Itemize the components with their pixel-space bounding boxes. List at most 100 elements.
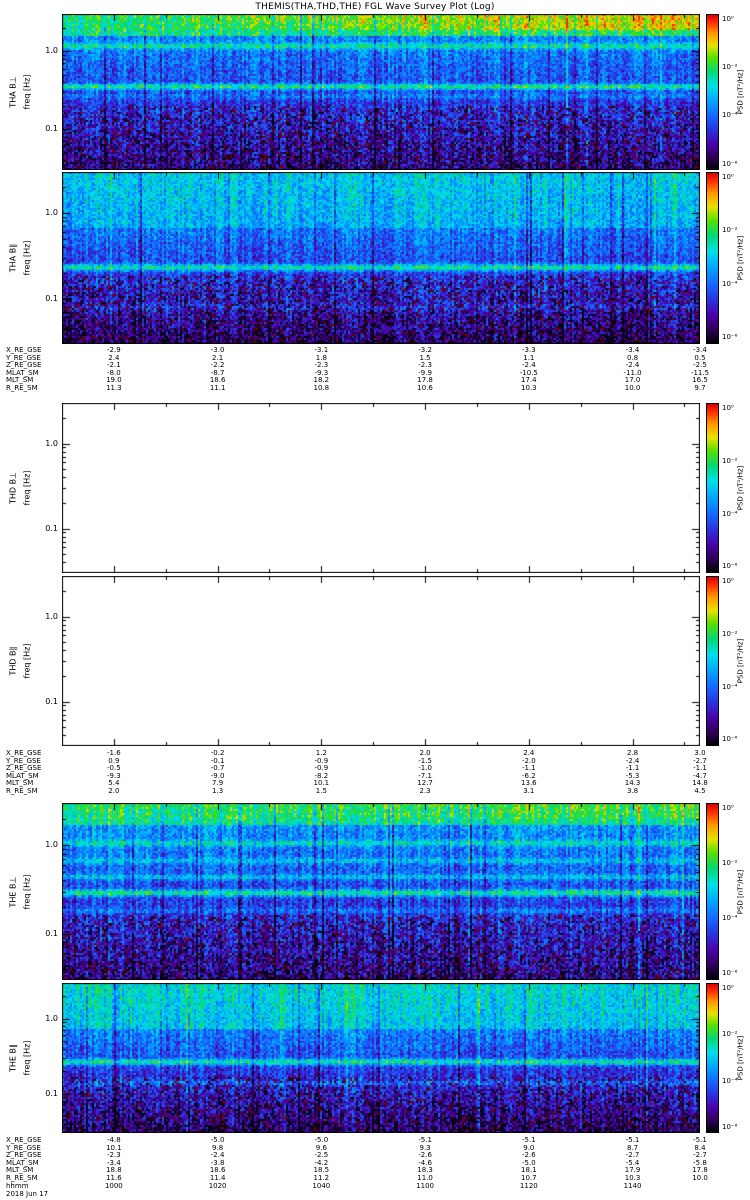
- eph-value: -9.3: [107, 771, 121, 780]
- freq-tick-label: 1.0: [45, 1013, 58, 1023]
- eph-value: 14.8: [692, 779, 708, 787]
- eph-value: 10.0: [624, 383, 641, 392]
- eph-row-label: Z_RE_GSE: [6, 361, 42, 369]
- eph-value: 2.0: [419, 749, 431, 757]
- colorbar-tick-label: 10⁻⁴: [722, 509, 738, 518]
- eph-value: 2.4: [108, 353, 120, 362]
- colorbar-tick-label: 10⁻⁶: [722, 562, 738, 571]
- eph-value: 17.8: [692, 1166, 708, 1174]
- colorbar-tick-label: 10⁻⁴: [722, 914, 738, 923]
- eph-value: 18.5: [313, 1166, 330, 1174]
- eph-value: 10.1: [313, 779, 330, 787]
- eph-value: 16.5: [692, 376, 708, 384]
- eph-row-label: Z_RE_GSE: [6, 1151, 42, 1159]
- eph-value: -5.0: [521, 1158, 536, 1167]
- eph-value: -11.5: [690, 368, 710, 377]
- eph-value: 5.4: [108, 779, 120, 787]
- eph-value: 1.5: [315, 786, 327, 795]
- eph-value: 9.6: [315, 1143, 327, 1152]
- eph-value: -5.1: [693, 1136, 707, 1144]
- eph-value: -1.6: [107, 749, 121, 757]
- psd-axis-label: PSD [nT²/Hz]: [736, 69, 745, 115]
- eph-value: -6.2: [521, 771, 536, 780]
- eph-value: 10.7: [521, 1173, 537, 1182]
- freq-tick-label: 0.1: [45, 124, 58, 134]
- colorbar-tick-label: 10⁻⁶: [722, 735, 738, 744]
- colorbar-tick-label: 10⁻²: [722, 63, 738, 72]
- eph-value: -2.9: [107, 346, 121, 354]
- colorbar-tick-label: 10⁻⁴: [722, 111, 738, 120]
- eph-value: -2.0: [521, 756, 536, 765]
- eph-value: 10.0: [692, 1173, 708, 1182]
- freq-tick-label: 0.1: [45, 1088, 58, 1098]
- colorbar-tick-label: 10⁻⁶: [722, 1123, 738, 1131]
- eph-row-label: Y_RE_GSE: [6, 1143, 41, 1152]
- eph-value: 2.0: [108, 786, 120, 795]
- eph-row-label: MLT_SM: [6, 1166, 34, 1174]
- colorbar-tick-label: 10⁻²: [722, 859, 738, 868]
- freq-axis-label-thd-bperp: freq [Hz]: [22, 470, 32, 506]
- eph-value: 0.5: [694, 353, 706, 362]
- eph-value: 11.1: [209, 383, 226, 392]
- eph-row-label: MLT_SM: [6, 376, 34, 384]
- eph-value: 17.4: [521, 376, 537, 384]
- date-label: 2018 Jun 17: [6, 1190, 49, 1198]
- spectrogram-tha-bperp: [62, 14, 700, 170]
- eph-row-label: X_RE_GSE: [6, 1136, 42, 1144]
- panel-label-tha-bperp: THA B⊥: [8, 76, 18, 108]
- colorbar-tick-label: 10⁻²: [722, 629, 738, 638]
- psd-axis-label: PSD [nT²/Hz]: [736, 235, 745, 281]
- eph-value: 18.2: [313, 376, 330, 384]
- colorbar-thd-bpar: [706, 576, 719, 746]
- eph-value: -9.9: [418, 368, 432, 377]
- freq-tick-label: 1.0: [45, 208, 58, 218]
- spectrogram-the-bperp: [62, 803, 700, 980]
- eph-value: 2.3: [419, 786, 431, 795]
- colorbar-tick-label: 10⁰: [722, 14, 734, 23]
- freq-tick-label: 1.0: [45, 611, 58, 621]
- eph-value: -0.9: [314, 756, 329, 765]
- panel-label-tha-bpar: THA B∥: [8, 243, 18, 273]
- eph-value: -1.0: [418, 764, 432, 772]
- eph-value: -4.8: [107, 1136, 121, 1144]
- eph-value: -1.1: [693, 764, 707, 772]
- eph-value: -2.4: [625, 756, 640, 765]
- eph-value: -2.5: [693, 361, 707, 369]
- spectrogram-tha-bpar: [62, 172, 700, 344]
- colorbar-thd-bperp: [706, 403, 719, 573]
- colorbar-tick-label: 10⁻⁴: [722, 279, 738, 288]
- eph-value: 17.0: [624, 376, 641, 384]
- freq-axis-label-the-bpar: freq [Hz]: [22, 1040, 32, 1076]
- eph-value: -8.7: [210, 368, 225, 377]
- colorbar-tick-label: 10⁻²: [722, 1030, 738, 1038]
- eph-value: -5.3: [625, 771, 640, 780]
- colorbar-tick-label: 10⁻⁴: [722, 682, 738, 691]
- eph-value: -0.1: [210, 756, 225, 765]
- colorbar-tick-label: 10⁰: [722, 804, 734, 813]
- eph-value: -0.5: [107, 764, 121, 772]
- eph-value: -0.9: [314, 764, 329, 772]
- freq-tick-label: 0.1: [45, 294, 58, 304]
- freq-tick-label: 1.0: [45, 840, 58, 850]
- eph-value: -4.6: [418, 1158, 432, 1167]
- eph-value: -3.1: [314, 346, 329, 354]
- psd-axis-label: PSD [nT²/Hz]: [736, 1035, 745, 1081]
- eph-value: 11.3: [106, 383, 122, 392]
- eph-value: -3.4: [625, 346, 640, 354]
- eph-value: 2.4: [523, 749, 535, 757]
- colorbar-tha-bperp: [706, 14, 719, 170]
- eph-value: -2.1: [107, 361, 121, 369]
- eph-value: -2.3: [314, 361, 329, 369]
- eph-row-label: R_RE_SM: [6, 383, 38, 392]
- eph-value: -5.1: [418, 1136, 432, 1144]
- eph-value: 9.7: [694, 383, 706, 392]
- eph-row-label: R_RE_SM: [6, 1173, 38, 1182]
- plot-title: THEMIS(THA,THD,THE) FGL Wave Survey Plot…: [255, 2, 495, 12]
- eph-value: 1.3: [212, 786, 224, 795]
- spectrogram-thd-bpar: [62, 576, 700, 746]
- eph-value: -2.5: [314, 1151, 329, 1159]
- eph-value: 19.0: [106, 376, 122, 384]
- eph-value: -1.1: [521, 764, 536, 772]
- eph-value: 7.9: [212, 779, 224, 787]
